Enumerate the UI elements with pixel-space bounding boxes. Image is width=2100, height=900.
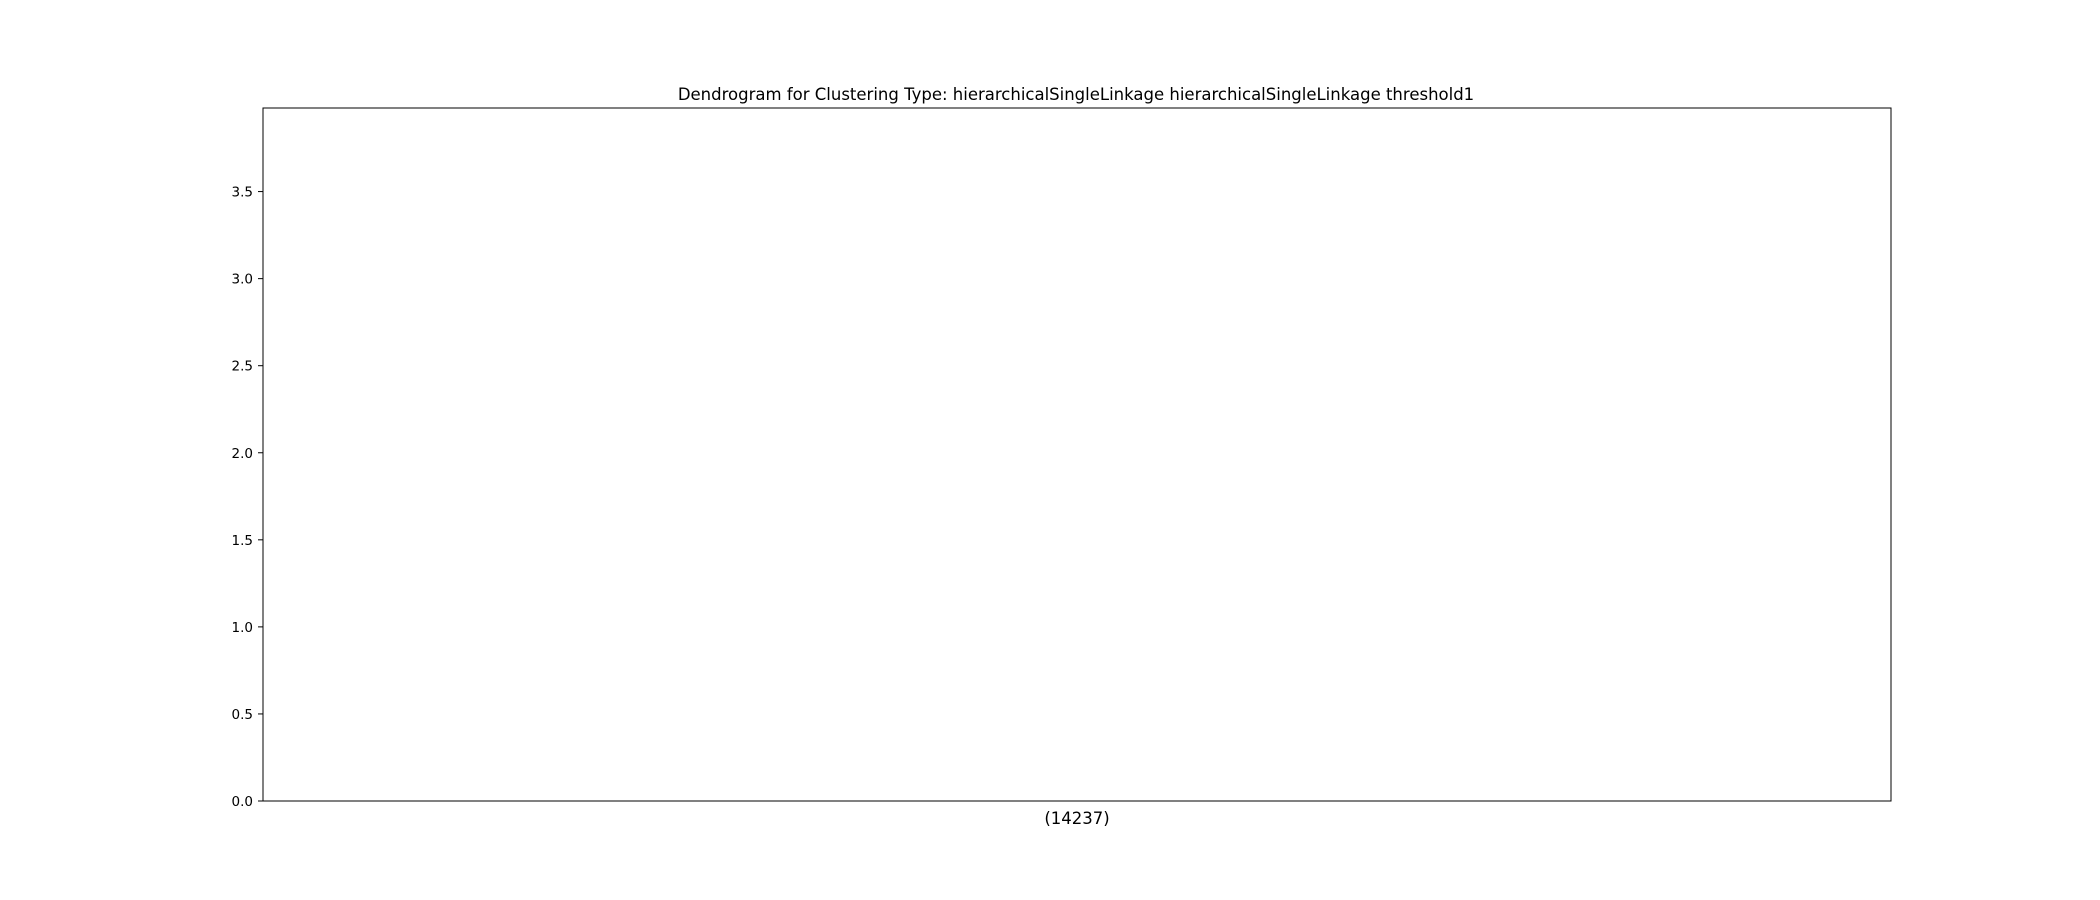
y-axis: 0.0 0.5 1.0 1.5 2.0 2.5 3.0 3.5 [232, 185, 263, 810]
axes-frame [262, 107, 1892, 802]
y-tick-label: 1.5 [232, 533, 253, 549]
plot-area: 0.0 0.5 1.0 1.5 2.0 2.5 3.0 3.5 (14237) [232, 107, 1892, 828]
y-tick-label: 3.0 [232, 272, 253, 288]
y-tick-label: 2.0 [232, 446, 253, 462]
y-tick-label: 2.5 [232, 359, 253, 375]
leaf-label: (14237) [1044, 809, 1109, 828]
y-tick-label: 1.0 [232, 620, 253, 636]
y-tick-label: 3.5 [232, 185, 253, 201]
y-tick-label: 0.0 [232, 794, 253, 810]
x-axis: (14237) [1044, 809, 1109, 828]
y-tick-label: 0.5 [232, 707, 253, 723]
chart-title: Dendrogram for Clustering Type: hierarch… [678, 85, 1474, 104]
